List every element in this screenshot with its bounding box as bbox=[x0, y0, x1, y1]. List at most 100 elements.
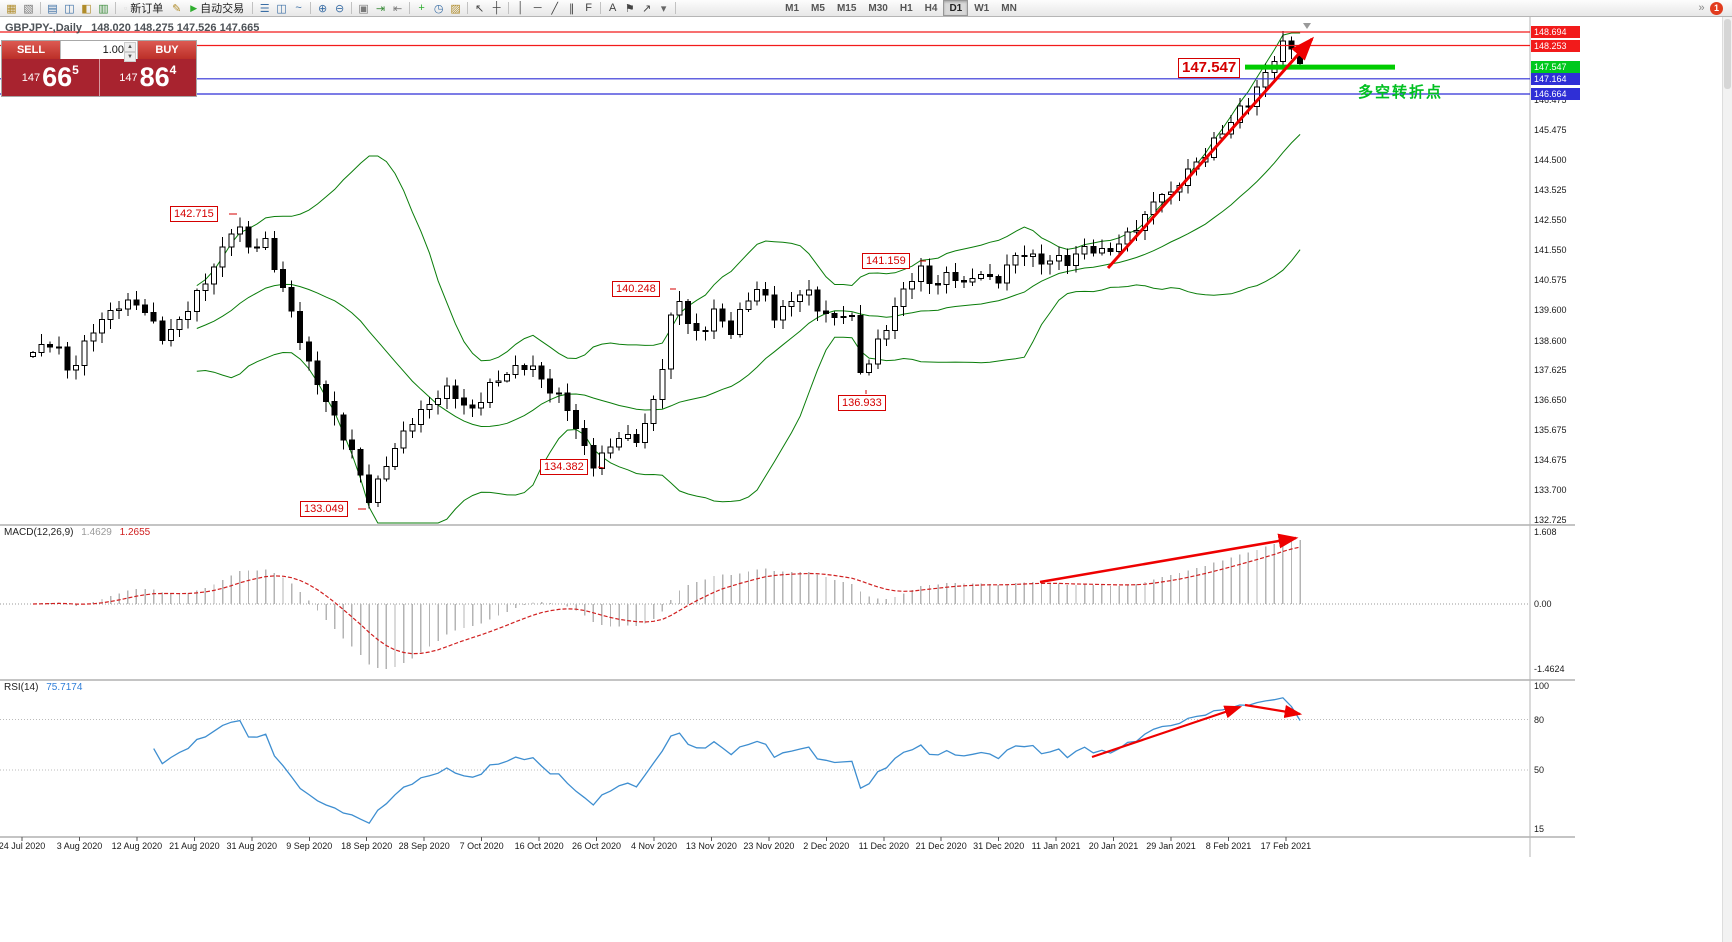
buy-button[interactable]: BUY bbox=[138, 41, 196, 59]
timeframe-w1-button[interactable]: W1 bbox=[974, 2, 990, 14]
key-level-lines[interactable] bbox=[0, 31, 1530, 95]
arrows-tool-icon[interactable]: ↗ bbox=[642, 2, 652, 15]
price-axis-tick: 137.625 bbox=[1534, 365, 1567, 376]
macd-indicator-label: MACD(12,26,9) 1.4629 1.2655 bbox=[4, 527, 150, 538]
trendline-icon[interactable]: ╱ bbox=[551, 2, 558, 15]
macd-main-value: 1.4629 bbox=[81, 527, 112, 538]
zoom-out-icon[interactable]: ⊖ bbox=[335, 2, 345, 15]
candlestick-mode-icon[interactable]: ◫ bbox=[276, 2, 287, 15]
price-callout-136.933[interactable]: 136.933 bbox=[838, 395, 886, 411]
market-watch-icon[interactable]: ▤ bbox=[47, 2, 58, 15]
toolbar-separator bbox=[409, 2, 411, 14]
channel-icon[interactable]: ∥ bbox=[568, 2, 575, 15]
vertical-line-icon[interactable]: │ bbox=[517, 2, 525, 14]
timeframe-m1-button[interactable]: M1 bbox=[785, 2, 800, 14]
indicators-icon[interactable]: + bbox=[418, 2, 425, 14]
macd-signal-value: 1.2655 bbox=[119, 527, 151, 538]
tile-windows-icon[interactable]: ▣ bbox=[358, 2, 369, 15]
timeframe-mn-button[interactable]: MN bbox=[1001, 2, 1017, 14]
date-axis-label: 21 Dec 2020 bbox=[915, 841, 967, 851]
data-window-icon[interactable]: ◫ bbox=[64, 2, 75, 15]
volume-decrease-button[interactable]: ▼ bbox=[124, 52, 136, 62]
crosshair-icon[interactable]: ┼ bbox=[492, 2, 501, 14]
terminal-icon[interactable]: ▥ bbox=[98, 2, 109, 15]
date-axis-label: 31 Dec 2020 bbox=[973, 841, 1025, 851]
templates-icon[interactable]: ▨ bbox=[450, 2, 461, 15]
price-axis-tick: 133.700 bbox=[1534, 485, 1567, 496]
volume-increase-button[interactable]: ▲ bbox=[124, 42, 136, 52]
mdi-background bbox=[1580, 17, 1732, 942]
cursor-icon[interactable]: ↖ bbox=[475, 2, 485, 15]
auto-scroll-icon[interactable]: ⇥ bbox=[376, 2, 386, 15]
date-axis-label: 23 Nov 2020 bbox=[743, 841, 795, 851]
vertical-scrollbar[interactable] bbox=[1722, 17, 1732, 942]
price-callout-142.715[interactable]: 142.715 bbox=[170, 206, 218, 222]
metaeditor-icon[interactable]: ✎ bbox=[172, 2, 182, 15]
macd-axis-bottom: -1.4624 bbox=[1534, 664, 1565, 674]
rsi-axis-80: 80 bbox=[1534, 715, 1545, 725]
bollinger-middle bbox=[196, 134, 1301, 428]
chart-symbol-period: GBPJPY-,Daily bbox=[5, 22, 83, 34]
macd-axis-top: 1.608 bbox=[1534, 527, 1557, 537]
date-axis-label: 17 Feb 2021 bbox=[1260, 841, 1312, 851]
macd-name: MACD(12,26,9) bbox=[4, 527, 74, 538]
zoom-in-icon[interactable]: ⊕ bbox=[318, 2, 328, 15]
date-axis-label: 9 Sep 2020 bbox=[286, 841, 333, 851]
chart-canvas[interactable] bbox=[0, 17, 1580, 942]
line-chart-mode-icon[interactable]: ~ bbox=[295, 2, 302, 14]
sell-button[interactable]: SELL bbox=[2, 41, 60, 59]
timeframe-m5-button[interactable]: M5 bbox=[811, 2, 825, 14]
date-axis-label: 13 Nov 2020 bbox=[685, 841, 737, 851]
date-axis-label: 31 Aug 2020 bbox=[226, 841, 278, 851]
timeframe-m15-button[interactable]: M15 bbox=[836, 2, 857, 14]
toolbar-overflow-icon[interactable]: » bbox=[1698, 2, 1705, 14]
periods-icon[interactable]: ◷ bbox=[433, 2, 444, 15]
toolbar-separator bbox=[40, 2, 41, 14]
candles bbox=[30, 31, 1304, 509]
price-axis-tick: 136.650 bbox=[1534, 395, 1567, 406]
fibonacci-icon[interactable]: F bbox=[585, 2, 592, 14]
buy-price-big: 86 bbox=[139, 62, 170, 92]
sell-price-sup: 5 bbox=[72, 63, 79, 77]
price-callout-140.248[interactable]: 140.248 bbox=[612, 281, 660, 297]
text-icon[interactable]: A bbox=[608, 2, 617, 14]
chart-shift-icon[interactable]: ⇤ bbox=[393, 2, 403, 15]
timeframe-d1-button[interactable]: D1 bbox=[943, 0, 969, 16]
rsi-value: 75.7174 bbox=[46, 682, 83, 693]
date-axis-label: 24 Jul 2020 bbox=[0, 841, 46, 851]
new-order-button[interactable]: ▫ 新订单 bbox=[119, 1, 168, 16]
price-callout-141.159[interactable]: 141.159 bbox=[862, 253, 910, 269]
buy-price-display[interactable]: 147 86 4 bbox=[100, 59, 197, 96]
new-chart-icon[interactable]: ▦ bbox=[6, 2, 17, 15]
trend-arrows[interactable] bbox=[1039, 36, 1314, 759]
trend-arrow-4 bbox=[1244, 703, 1303, 719]
notification-badge[interactable]: 1 bbox=[1710, 1, 1723, 15]
turning-point-annotation[interactable]: 多空转折点 bbox=[1358, 84, 1444, 101]
toolbar-separator bbox=[508, 2, 510, 14]
price-callout-133.049[interactable]: 133.049 bbox=[300, 501, 348, 517]
sell-price-display[interactable]: 147 66 5 bbox=[2, 59, 100, 96]
horizontal-line-icon[interactable]: ─ bbox=[533, 2, 542, 14]
price-axis-tick: 138.600 bbox=[1534, 335, 1567, 346]
chart-ohlc-values: 148.020 148.275 147.526 147.665 bbox=[91, 22, 260, 34]
toolbar-separator bbox=[115, 2, 116, 14]
profiles-icon[interactable]: ▧ bbox=[23, 2, 34, 15]
autotrade-button[interactable]: ▶ 自动交易 bbox=[185, 1, 249, 16]
volume-value: 1.00 bbox=[102, 44, 124, 56]
price-axis-badge: 148.694 bbox=[1531, 26, 1580, 38]
volume-stepper[interactable]: 1.00 ▲ ▼ bbox=[60, 41, 138, 62]
text-label-icon[interactable]: ⚑ bbox=[624, 2, 635, 15]
price-callout-134.382[interactable]: 134.382 bbox=[540, 459, 588, 475]
timeframe-h4-button[interactable]: H4 bbox=[924, 2, 938, 14]
dropdown-icon[interactable]: ▾ bbox=[660, 2, 667, 15]
bollinger-bands bbox=[196, 32, 1301, 524]
price-callout-147.547[interactable]: 147.547 bbox=[1178, 58, 1241, 78]
rsi-indicator-label: RSI(14) 75.7174 bbox=[4, 682, 82, 693]
timeframe-h1-button[interactable]: H1 bbox=[899, 2, 913, 14]
scrollbar-thumb[interactable] bbox=[1724, 19, 1731, 89]
price-axis-tick: 141.550 bbox=[1534, 245, 1567, 256]
timeframe-m30-button[interactable]: M30 bbox=[868, 2, 888, 14]
date-axis-label: 11 Jan 2021 bbox=[1031, 841, 1081, 851]
navigator-icon[interactable]: ◧ bbox=[81, 2, 92, 15]
bar-chart-mode-icon[interactable]: ☰ bbox=[259, 2, 270, 15]
